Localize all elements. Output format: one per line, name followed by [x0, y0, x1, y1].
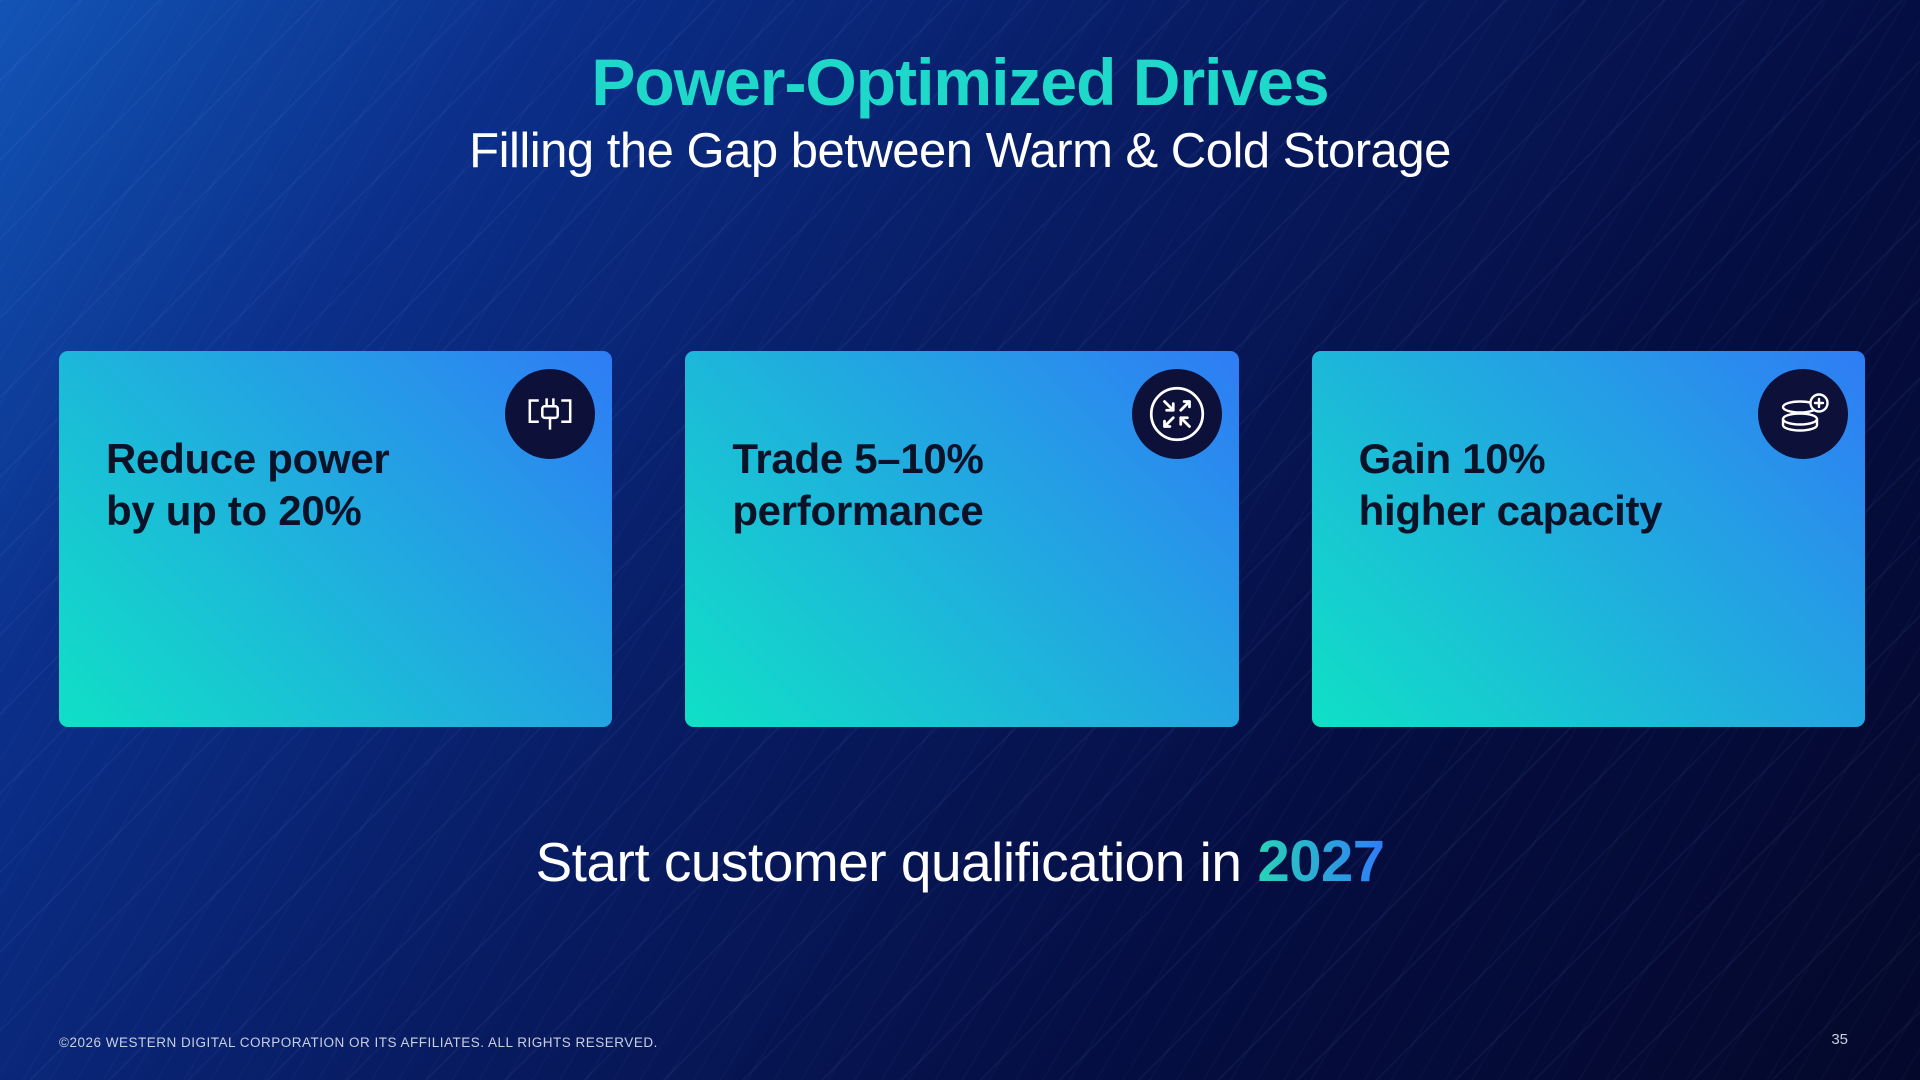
- icon-badge: [1131, 369, 1222, 459]
- icon-badge: [1757, 369, 1848, 459]
- card-gain-capacity: Gain 10% higher capacity: [1311, 351, 1865, 727]
- card-label: Gain 10% higher capacity: [1358, 435, 1663, 534]
- copyright-notice: ©2026 WESTERN DIGITAL CORPORATION OR ITS…: [59, 1035, 658, 1050]
- qualification-statement: Start customer qualification in 2027: [0, 828, 1920, 895]
- card-trade-performance: Trade 5–10% performance: [685, 351, 1239, 727]
- card-label: Trade 5–10% performance: [732, 435, 984, 534]
- benefit-cards: Reduce power by up to 20% Trade 5–10% pe…: [59, 351, 1865, 727]
- slide-header: Power-Optimized Drives Filling the Gap b…: [0, 45, 1920, 179]
- icon-badge: [505, 369, 596, 459]
- card-reduce-power: Reduce power by up to 20%: [59, 351, 613, 727]
- statement-text: Start customer qualification in: [535, 831, 1242, 893]
- card-label: Reduce power by up to 20%: [106, 435, 390, 534]
- statement-year: 2027: [1257, 829, 1385, 894]
- capacity-add-icon: [1781, 393, 1829, 432]
- page-number: 35: [1831, 1031, 1848, 1048]
- slide-subtitle: Filling the Gap between Warm & Cold Stor…: [469, 124, 1451, 179]
- trade-arrows-icon: [1149, 386, 1204, 442]
- slide-title: Power-Optimized Drives: [591, 45, 1329, 119]
- plug-in-brackets-icon: [528, 398, 572, 430]
